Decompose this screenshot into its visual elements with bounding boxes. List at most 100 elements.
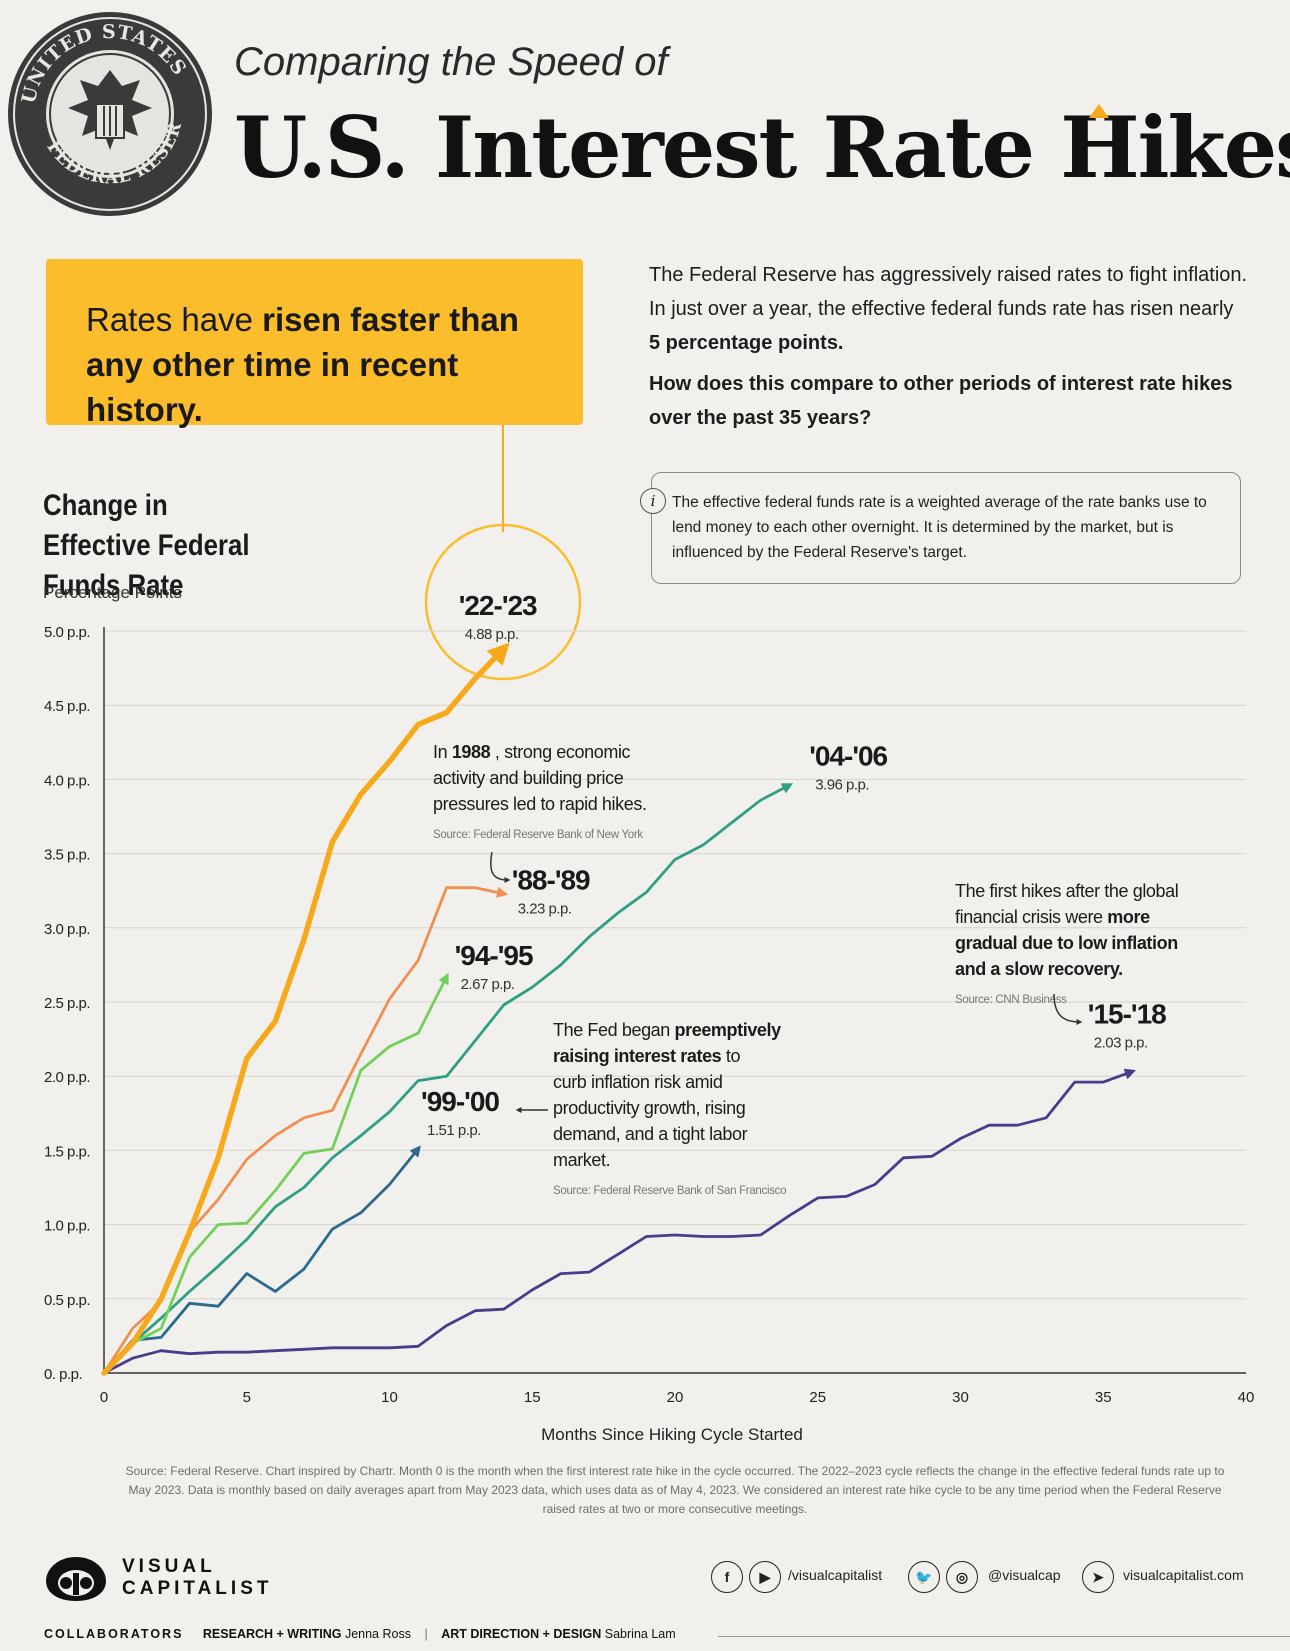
annotation-word: The [553,1020,583,1040]
annotation-word: strong [499,742,551,762]
axes: 0. p.p. 0.5 p.p. 1.0 p.p. 1.5 p.p. 2.0 p.p. 2… [44,624,1254,1406]
annotation-word: rising [700,1098,745,1118]
series-label: '99-'00 [421,1086,499,1117]
annotation-word: global [1128,881,1178,901]
series-line [102,972,449,1375]
header-subtitle: Comparing the Speed of [234,40,668,84]
series-line [102,1145,421,1375]
x-tick-label: 20 [667,1389,684,1406]
annotation-text-line: productivity growth, rising [553,1098,745,1118]
annotation-word: and [620,1124,653,1144]
annotation-word: to [1053,933,1074,953]
annotation-word: In [433,742,447,762]
annotation-word: were [1061,907,1103,927]
visual-capitalist-logo [46,1557,106,1601]
annotation-word: activity [433,768,485,788]
annotation-source: Source: Federal Reserve Bank of New York [433,829,643,841]
annotation-word: led [508,794,535,814]
twitter-icon[interactable]: 🐦 [908,1561,940,1593]
facebook-icon[interactable]: f [711,1561,743,1593]
annotation-word: pressures [433,794,509,814]
brand-name-line2: CAPITALIST [122,1578,273,1599]
y-tick-label: 0. p.p. [44,1366,82,1383]
annotation-word: inflation [1107,933,1178,953]
federal-reserve-seal: UNITED STATES FEDERAL RESERVE SYSTEM [4,8,212,216]
annotation-word: began [617,1020,670,1040]
annotation-text-line: curb inflation risk amid [553,1072,723,1092]
twitter-instagram-handle[interactable]: @visualcap [988,1567,1061,1583]
annotation-word: rapid [555,794,598,814]
annotation-word: first [985,881,1017,901]
series-value-label: 2.03 p.p. [1094,1035,1148,1052]
annotation-word: rates [676,1046,722,1066]
collaborators-label: COLLABORATORS [44,1627,184,1641]
annotation-text-line: In 1988 , strong economic [433,742,631,762]
annotation-word: after [1061,881,1100,901]
annotation-text-line: pressures led to rapid hikes. [433,794,647,814]
brand-name-line1: VISUAL [122,1556,216,1577]
annotation-word: low [1073,933,1108,953]
annotation-text-line: activity and building price [433,768,624,788]
annotation-word: hikes [1016,881,1061,901]
y-tick-label: 5.0 p.p. [44,624,90,641]
annotation-word: Fed [583,1020,617,1040]
footer-rule [718,1636,1290,1637]
annotation-1988-pointer [490,851,511,883]
annotation-word: building [518,768,581,788]
definition-box [651,472,1241,584]
y-tick-label: 0.5 p.p. [44,1292,90,1309]
annotation-text-line: and a slow recovery. [955,959,1123,979]
source-footnote: Source: Federal Reserve. Chart inspired … [125,1464,1225,1516]
y-tick-label: 1.0 p.p. [44,1218,90,1235]
annotation-text-line: raising interest rates to [553,1046,740,1066]
annotation-word: raising [553,1046,609,1066]
instagram-icon[interactable]: ◎ [946,1561,978,1593]
annotation-word: risk [649,1072,681,1092]
annotation-word: slow [1000,959,1044,979]
design-name: Sabrina Lam [604,1627,676,1641]
youtube-icon[interactable]: ▶ [749,1561,781,1593]
highlight-circle [424,523,582,681]
annotation-word: gradual [955,933,1017,953]
x-axis-title: Months Since Hiking Cycle Started [541,1425,803,1444]
annotation-word: and [955,959,986,979]
collaborators-line: COLLABORATORS RESEARCH + WRITING Jenna R… [44,1627,676,1641]
annotation-text-line: market. [553,1150,610,1170]
research-name: Jenna Ross [344,1627,411,1641]
annotation-word: growth, [639,1098,700,1118]
x-tick-label: 30 [952,1389,969,1406]
x-tick-label: 10 [381,1389,398,1406]
design-label: ART DIRECTION + DESIGN [441,1627,602,1641]
y-axis-title: Percentage Points [43,583,182,602]
series-label: '04-'06 [809,740,887,771]
annotation-1518-pointer [1053,993,1083,1025]
facebook-youtube-handle[interactable]: /visualcapitalist [788,1567,883,1583]
annotation-word: interest [609,1046,676,1066]
cursor-icon[interactable]: ➤ [1082,1561,1114,1593]
annotation-word: recovery. [1043,959,1123,979]
annotation-word: and [485,768,518,788]
annotation-word: demand, [553,1124,620,1144]
annotation-text-line: The first hikes after the global [955,881,1178,901]
y-tick-label: 4.0 p.p. [44,772,90,789]
y-tick-label: 2.5 p.p. [44,995,90,1012]
annotation-word: The [955,881,985,901]
y-tick-label: 3.0 p.p. [44,921,90,938]
annotation-word: tight [668,1124,705,1144]
annotation-word: price [582,768,624,788]
series-label: '88-'89 [512,865,590,896]
series-lines [101,642,1137,1376]
x-tick-label: 15 [524,1389,541,1406]
annotation-word: , [490,742,499,762]
title-accent-caret [1089,104,1109,118]
annotation-word: 1988 [447,742,490,762]
series-line [102,783,794,1375]
x-tick-label: 25 [809,1389,826,1406]
line-chart: 0. p.p. 0.5 p.p. 1.0 p.p. 1.5 p.p. 2.0 p.p. 2… [44,425,1254,1444]
y-tick-label: 4.5 p.p. [44,698,90,715]
series-value-label: 3.96 p.p. [815,776,869,793]
website-link[interactable]: visualcapitalist.com [1123,1567,1244,1583]
x-tick-label: 35 [1095,1389,1112,1406]
callout-text-bold: risen faster than any other time in rece… [86,301,519,428]
annotation-text-line: financial crisis were more [955,907,1150,927]
